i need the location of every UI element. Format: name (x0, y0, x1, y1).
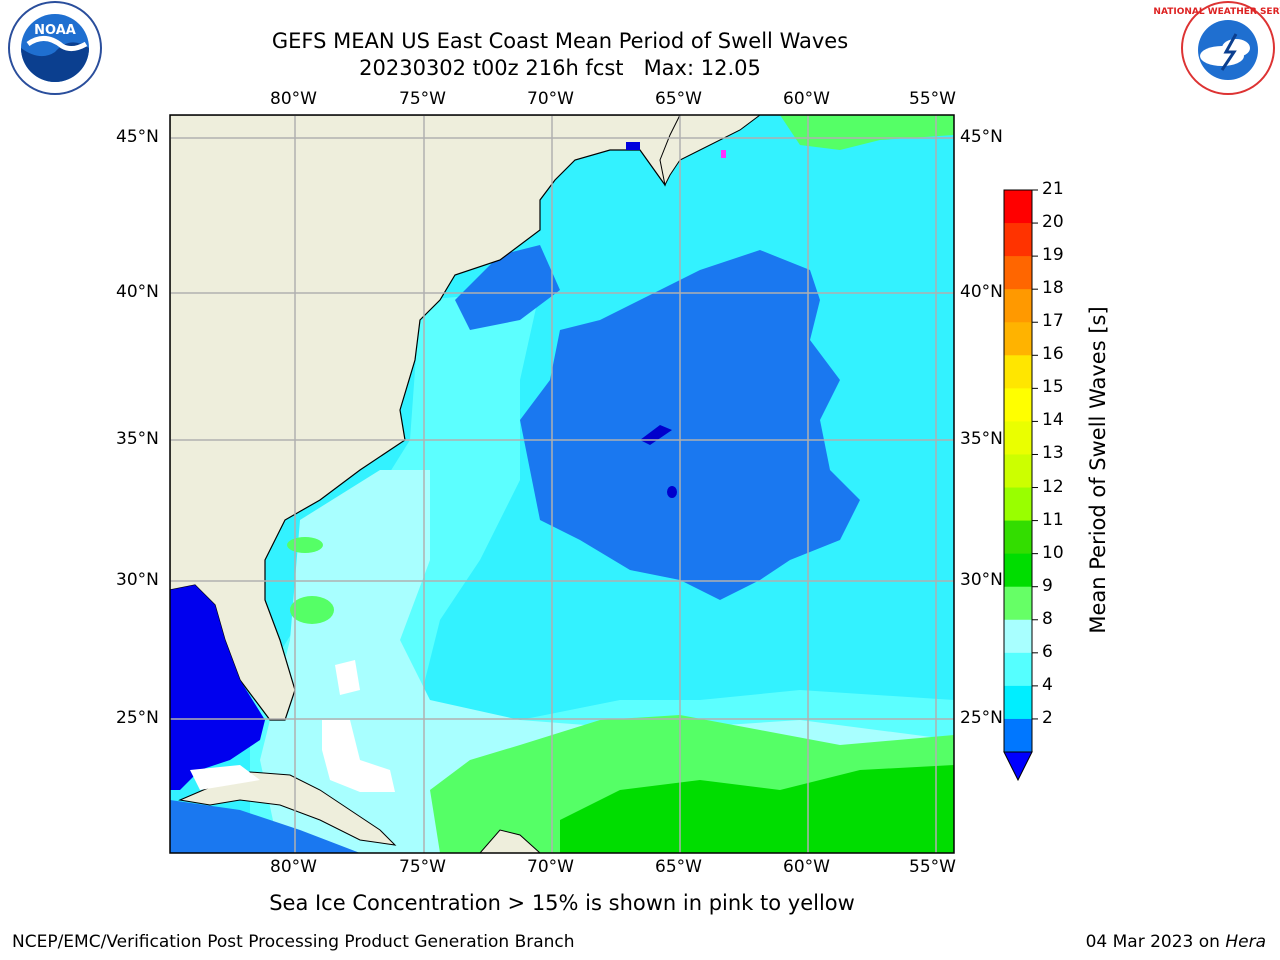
colorbar-title: Mean Period of Swell Waves [s] (1086, 306, 1110, 634)
colorbar (1003, 189, 1038, 782)
swell-patch-ne (780, 115, 954, 150)
lon-label-bottom: 75°W (399, 857, 446, 877)
swell-zone-10-11s (560, 765, 954, 853)
colorbar-tick-label: 17 (1042, 311, 1064, 332)
bahamas-banks (322, 720, 395, 792)
colorbar-tick-label: 12 (1042, 476, 1064, 497)
colorbar-frame (1003, 189, 1033, 753)
colorbar-tick-label: 4 (1042, 674, 1053, 695)
land-us-east-coast (170, 115, 681, 721)
lat-label-right: 45°N (960, 127, 1003, 147)
colorbar-tick-label: 6 (1042, 641, 1053, 662)
colorbar-tick-label: 19 (1042, 245, 1064, 266)
colorbar-segment (1004, 190, 1032, 224)
colorbar-segment (1004, 355, 1032, 389)
lat-label-right: 35°N (960, 429, 1003, 449)
lat-label-right: 25°N (960, 708, 1003, 728)
colorbar-segment (1004, 718, 1032, 753)
lon-label-top: 60°W (783, 89, 830, 109)
colorbar-segment (1004, 487, 1032, 522)
colorbar-tick-label: 15 (1042, 377, 1064, 398)
colorbar-segment (1004, 256, 1032, 290)
colorbar-segment (1004, 685, 1032, 720)
colorbar-tick-label: 9 (1042, 575, 1053, 596)
colorbar-segment (1004, 322, 1032, 356)
bahamas-banks-north (335, 660, 360, 695)
lon-label-top: 55°W (909, 89, 956, 109)
lat-label-left: 25°N (116, 708, 159, 728)
colorbar-tick-label: 8 (1042, 608, 1053, 629)
bay-of-fundy (626, 142, 640, 150)
land-cuba (178, 771, 397, 846)
colorbar-tick-label: 13 (1042, 443, 1064, 464)
lat-label-left: 30°N (116, 570, 159, 590)
land-nova-scotia (659, 115, 761, 187)
lat-label-right: 40°N (960, 282, 1003, 302)
colorbar-tick-label: 21 (1042, 179, 1064, 199)
colorbar-segment (1004, 421, 1032, 455)
chart-title: GEFS MEAN US East Coast Mean Period of S… (271, 29, 849, 53)
noaa-logo-text: NOAA (34, 23, 76, 38)
colorbar-tick-label: 18 (1042, 278, 1064, 299)
footer-host: Hera (1225, 932, 1266, 952)
swell-patch-carolina (287, 537, 323, 553)
map-plot (170, 115, 954, 853)
florida-keys (190, 765, 260, 790)
colorbar-segment (1004, 619, 1032, 654)
colorbar-segment (1004, 388, 1032, 422)
swell-patch-florida (290, 596, 334, 624)
land-hispaniola (479, 829, 541, 853)
chart-subtitle: 20230302 t00z 216h fcst Max: 12.05 (359, 56, 761, 80)
caribbean-west (170, 800, 360, 853)
lon-label-top: 80°W (270, 89, 317, 109)
swell-patch-dark (667, 486, 677, 498)
colorbar-tick-label: 16 (1042, 344, 1064, 365)
footer-credit: NCEP/EMC/Verification Post Processing Pr… (12, 932, 575, 952)
graticule (170, 115, 954, 853)
footer-date: 04 Mar 2023 on Hera (1086, 932, 1266, 952)
noaa-logo: NOAA (8, 1, 102, 95)
lon-label-top: 75°W (399, 89, 446, 109)
colorbar-tick-label: 11 (1042, 509, 1064, 530)
lat-label-right: 30°N (960, 570, 1003, 590)
colorbar-segment (1004, 520, 1032, 555)
nws-logo-text: NATIONAL WEATHER SERVICE (1153, 7, 1280, 17)
colorbar-tick-label: 20 (1042, 212, 1064, 233)
sea-ice-note: Sea Ice Concentration > 15% is shown in … (269, 891, 855, 915)
sea-ice-marker (721, 150, 726, 158)
lat-label-left: 40°N (116, 282, 159, 302)
colorbar-tick-label: 14 (1042, 410, 1064, 431)
swell-zone-2-4s-north (455, 245, 560, 330)
lat-label-left: 45°N (116, 127, 159, 147)
colorbar-tick-label: 2 (1042, 707, 1053, 728)
nws-logo: NATIONAL WEATHER SERVICE (1153, 1, 1280, 95)
map-frame (169, 114, 955, 854)
lon-label-bottom: 65°W (655, 857, 702, 877)
colorbar-segment (1004, 454, 1032, 489)
lon-label-bottom: 60°W (783, 857, 830, 877)
lon-label-top: 70°W (527, 89, 574, 109)
lon-label-bottom: 55°W (909, 857, 956, 877)
colorbar-segment (1004, 289, 1032, 323)
colorbar-extend-arrow (1003, 751, 1033, 782)
swell-zone-2-4s (520, 250, 860, 600)
colorbar-tick-label: 10 (1042, 542, 1064, 563)
footer-date-text: 04 Mar 2023 on (1085, 932, 1220, 952)
lon-label-bottom: 80°W (270, 857, 317, 877)
lon-label-bottom: 70°W (527, 857, 574, 877)
colorbar-segment (1004, 223, 1032, 257)
lon-label-top: 65°W (655, 89, 702, 109)
colorbar-segment (1004, 553, 1032, 588)
gulf-of-mexico (170, 585, 265, 790)
colorbar-segment (1004, 652, 1032, 687)
colorbar-segment (1004, 586, 1032, 621)
lat-label-left: 35°N (116, 429, 159, 449)
